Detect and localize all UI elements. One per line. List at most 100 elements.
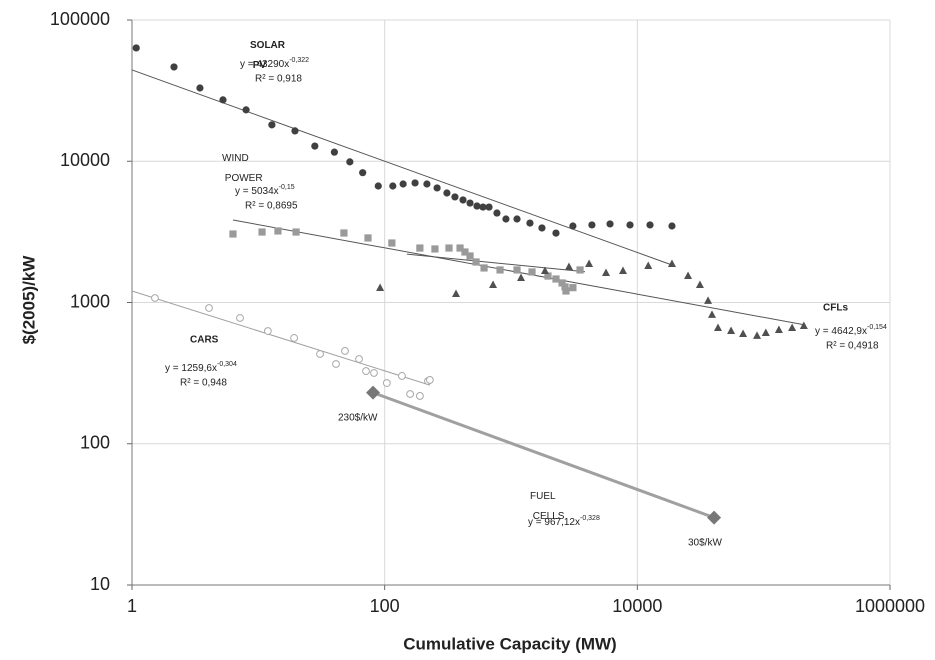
x-axis-title: Cumulative Capacity (MW)	[403, 634, 616, 653]
equation: y = 4642,9x-0,154	[815, 324, 887, 337]
point	[431, 245, 439, 253]
point	[489, 280, 498, 289]
point	[552, 229, 560, 237]
point	[290, 334, 299, 342]
point	[739, 329, 748, 338]
trend-line	[131, 69, 673, 266]
point	[132, 44, 140, 52]
point	[479, 203, 487, 211]
r-squared: R² = 0,918	[255, 74, 302, 85]
point	[364, 234, 372, 242]
point	[388, 239, 396, 247]
point	[602, 268, 611, 276]
point	[362, 367, 370, 375]
x-tick-label: 100	[370, 596, 400, 616]
point	[502, 215, 510, 223]
equation-text: y = 43290x	[240, 59, 289, 70]
point	[513, 266, 521, 274]
series-label: CFLs	[823, 303, 848, 314]
equation-exponent: -0,328	[580, 515, 600, 522]
point	[456, 244, 464, 252]
series-label: SOLAR PV	[250, 40, 286, 71]
point	[496, 266, 504, 274]
point	[564, 262, 573, 271]
x-tick-label: 1000000	[855, 596, 925, 616]
point	[242, 106, 250, 114]
r-squared: R² = 0,4918	[826, 341, 879, 352]
point	[472, 258, 480, 266]
equation-text: y = 1259,6x	[165, 363, 217, 374]
point	[799, 321, 808, 329]
y-tick-label: 1000	[70, 291, 110, 311]
point	[713, 323, 722, 331]
point	[485, 203, 493, 211]
point	[667, 259, 676, 268]
point	[445, 244, 453, 252]
point	[425, 376, 434, 384]
point	[332, 360, 340, 368]
y-tick-label: 10	[90, 574, 110, 594]
point	[646, 221, 654, 229]
point	[205, 304, 213, 312]
equation: y = 1259,6x-0,304	[165, 361, 237, 374]
point	[517, 273, 526, 282]
series-label: CARS	[190, 335, 219, 346]
trend-line	[406, 253, 586, 273]
y-axis-title: $(2005)/kW	[19, 255, 38, 345]
point	[236, 314, 244, 322]
point	[753, 331, 762, 339]
point	[585, 259, 594, 268]
point	[626, 221, 634, 229]
equation-exponent: -0,304	[217, 361, 237, 368]
point	[359, 169, 367, 177]
point	[196, 84, 204, 92]
point	[451, 193, 459, 201]
point	[382, 379, 391, 387]
point	[774, 325, 783, 333]
point	[588, 221, 596, 229]
point	[452, 289, 461, 298]
point	[433, 184, 441, 192]
point	[644, 261, 653, 270]
point	[558, 279, 566, 287]
point	[311, 142, 319, 150]
series-label: FUEL CELLS	[530, 491, 565, 522]
x-tick-label: 1	[127, 596, 137, 616]
point	[562, 287, 570, 295]
point	[415, 392, 424, 400]
point	[340, 229, 348, 237]
point	[151, 294, 159, 302]
point	[355, 355, 363, 363]
point	[513, 215, 521, 223]
point	[330, 148, 338, 156]
point	[291, 127, 299, 135]
equation-text: y = 967,12x	[528, 517, 580, 528]
point	[268, 121, 276, 129]
point	[493, 209, 501, 217]
point	[376, 283, 385, 291]
point	[538, 224, 546, 232]
point	[708, 310, 717, 318]
point	[258, 228, 266, 236]
trend-line	[131, 290, 431, 386]
point	[416, 244, 424, 252]
point	[618, 266, 627, 275]
point	[423, 180, 431, 188]
point	[552, 275, 560, 283]
point	[528, 268, 536, 276]
point	[526, 219, 534, 227]
point	[459, 196, 467, 204]
point	[606, 220, 614, 228]
y-tick-label: 100000	[50, 9, 110, 29]
equation-exponent: -0,15	[279, 184, 295, 191]
point	[540, 266, 549, 275]
point	[219, 96, 227, 104]
point	[707, 510, 722, 525]
point	[461, 248, 469, 256]
point	[292, 228, 300, 236]
point	[170, 63, 178, 71]
point	[466, 252, 474, 260]
point	[569, 222, 577, 230]
point	[399, 180, 407, 188]
